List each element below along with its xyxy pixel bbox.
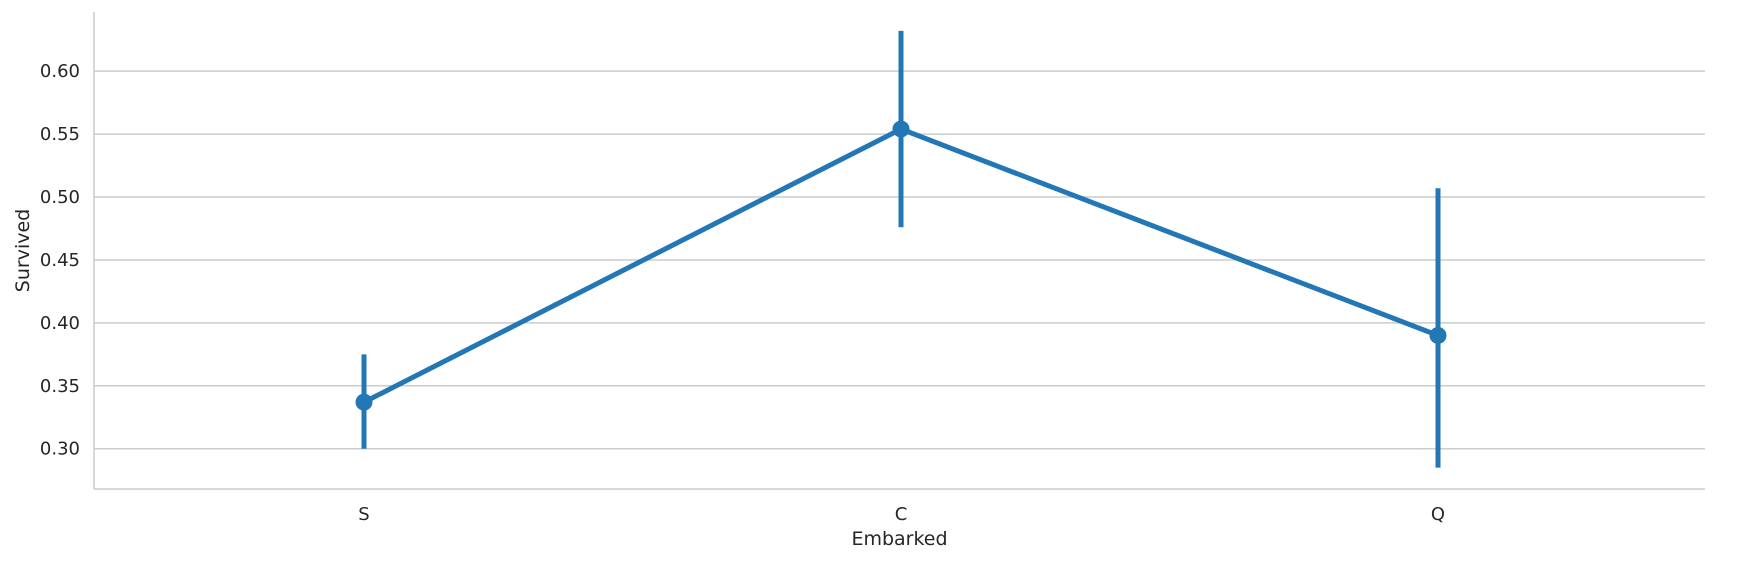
axes (93, 12, 1705, 490)
y-tick-label: 0.35 (40, 376, 80, 397)
y-tick-label: 0.45 (40, 250, 80, 271)
y-tick-label: 0.55 (40, 124, 80, 145)
x-tick-label: C (895, 504, 908, 525)
x-tick-label: S (358, 504, 369, 525)
data-point (355, 393, 373, 411)
x-tick-label: Q (1431, 504, 1445, 525)
y-tick-label: 0.60 (40, 61, 80, 82)
data-point (1429, 326, 1447, 344)
y-tick-labels: 0.30 0.35 0.40 0.45 0.50 0.55 0.60 (40, 61, 80, 460)
y-tick-label: 0.30 (40, 439, 80, 460)
x-axis-title: Embarked (851, 528, 947, 550)
y-axis-title: Survived (12, 209, 34, 292)
data-point (892, 120, 910, 138)
y-tick-label: 0.50 (40, 187, 80, 208)
y-tick-label: 0.40 (40, 313, 80, 334)
series-survived (355, 30, 1447, 468)
